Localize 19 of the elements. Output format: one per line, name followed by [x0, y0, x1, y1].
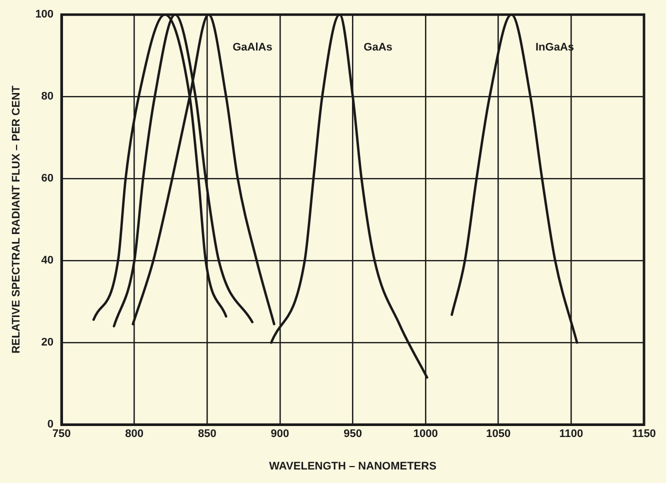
y-tick-label: 20	[41, 336, 54, 349]
y-tick-label: 80	[41, 90, 54, 103]
x-axis-title: WAVELENGTH – NANOMETERS	[269, 460, 436, 472]
x-tick-label: 1000	[413, 428, 438, 440]
y-tick-label: 0	[47, 418, 54, 431]
x-tick-label: 1100	[559, 428, 584, 440]
y-tick-label: 100	[35, 8, 54, 21]
series-label: GaAlAs	[232, 42, 272, 54]
y-tick-label: 60	[41, 172, 54, 185]
x-tick-label: 1150	[632, 428, 656, 440]
x-tick-label: 800	[125, 428, 144, 440]
x-tick-label: 750	[52, 428, 71, 440]
series-label: GaAs	[364, 42, 392, 54]
y-tick-label: 40	[41, 254, 54, 267]
x-tick-label: 1050	[486, 428, 511, 440]
x-tick-label: 900	[270, 428, 290, 440]
y-axis-title: RELATIVE SPECTRAL RADIANT FLUX – PER CENT	[10, 85, 23, 354]
x-tick-label: 850	[198, 428, 216, 440]
x-tick-label: 950	[344, 428, 362, 440]
